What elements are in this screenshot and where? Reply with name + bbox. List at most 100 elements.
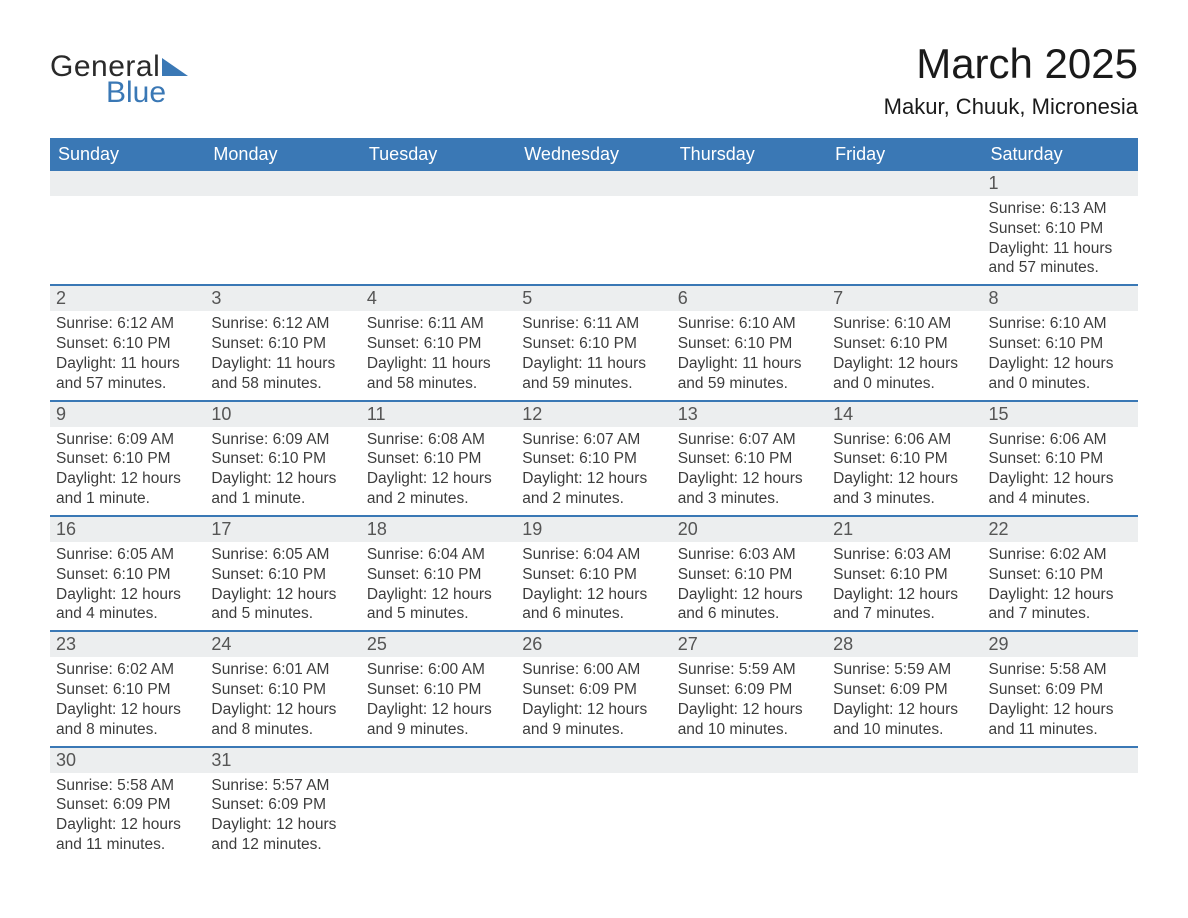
sunset-text: Sunset: 6:10 PM — [211, 449, 354, 469]
day-number: 19 — [522, 519, 542, 539]
day-number-bar: 16 — [50, 517, 205, 542]
day-number: 1 — [989, 173, 999, 193]
week-row: 1Sunrise: 6:13 AMSunset: 6:10 PMDaylight… — [50, 171, 1138, 284]
day-number-bar: 24 — [205, 632, 360, 657]
day-number-bar: 15 — [983, 402, 1138, 427]
daylight-text: Daylight: 12 hours and 10 minutes. — [833, 700, 976, 740]
daylight-text: Daylight: 12 hours and 5 minutes. — [367, 585, 510, 625]
day-body — [205, 196, 360, 205]
daylight-text: Daylight: 12 hours and 4 minutes. — [989, 469, 1132, 509]
daylight-text: Daylight: 11 hours and 59 minutes. — [522, 354, 665, 394]
brand-logo: General Blue — [50, 50, 188, 110]
daylight-text: Daylight: 12 hours and 12 minutes. — [211, 815, 354, 855]
sunrise-text: Sunrise: 6:00 AM — [522, 660, 665, 680]
day-number: 28 — [833, 634, 853, 654]
day-number — [522, 173, 527, 193]
day-body — [672, 773, 827, 782]
sunset-text: Sunset: 6:10 PM — [522, 334, 665, 354]
sunset-text: Sunset: 6:10 PM — [211, 334, 354, 354]
day-number-bar: 14 — [827, 402, 982, 427]
daylight-text: Daylight: 12 hours and 6 minutes. — [522, 585, 665, 625]
sunrise-text: Sunrise: 6:06 AM — [833, 430, 976, 450]
day-number: 29 — [989, 634, 1009, 654]
sunrise-text: Sunrise: 6:00 AM — [367, 660, 510, 680]
sunrise-text: Sunrise: 6:07 AM — [522, 430, 665, 450]
day-number: 21 — [833, 519, 853, 539]
day-cell: 17Sunrise: 6:05 AMSunset: 6:10 PMDayligh… — [205, 517, 360, 630]
day-number — [678, 173, 683, 193]
day-number: 31 — [211, 750, 231, 770]
sunset-text: Sunset: 6:09 PM — [678, 680, 821, 700]
sunrise-text: Sunrise: 5:59 AM — [678, 660, 821, 680]
sunrise-text: Sunrise: 6:01 AM — [211, 660, 354, 680]
day-number: 6 — [678, 288, 688, 308]
daylight-text: Daylight: 12 hours and 1 minute. — [56, 469, 199, 509]
day-number-bar — [205, 171, 360, 196]
day-cell: 18Sunrise: 6:04 AMSunset: 6:10 PMDayligh… — [361, 517, 516, 630]
day-of-week-header: Sunday Monday Tuesday Wednesday Thursday… — [50, 138, 1138, 171]
day-body: Sunrise: 6:00 AMSunset: 6:09 PMDaylight:… — [516, 657, 671, 745]
day-number: 27 — [678, 634, 698, 654]
dow-thursday: Thursday — [672, 138, 827, 171]
day-body: Sunrise: 6:00 AMSunset: 6:10 PMDaylight:… — [361, 657, 516, 745]
day-body: Sunrise: 6:04 AMSunset: 6:10 PMDaylight:… — [516, 542, 671, 630]
day-body: Sunrise: 6:03 AMSunset: 6:10 PMDaylight:… — [672, 542, 827, 630]
day-number: 11 — [367, 404, 386, 424]
sunset-text: Sunset: 6:10 PM — [367, 680, 510, 700]
daylight-text: Daylight: 12 hours and 2 minutes. — [522, 469, 665, 509]
day-number: 14 — [833, 404, 853, 424]
day-number: 25 — [367, 634, 387, 654]
day-cell — [361, 171, 516, 284]
dow-wednesday: Wednesday — [516, 138, 671, 171]
daylight-text: Daylight: 12 hours and 11 minutes. — [989, 700, 1132, 740]
sunrise-text: Sunrise: 6:13 AM — [989, 199, 1132, 219]
day-number — [56, 173, 61, 193]
daylight-text: Daylight: 12 hours and 5 minutes. — [211, 585, 354, 625]
calendar: Sunday Monday Tuesday Wednesday Thursday… — [50, 138, 1138, 861]
day-number: 18 — [367, 519, 387, 539]
sunset-text: Sunset: 6:10 PM — [211, 565, 354, 585]
sunrise-text: Sunrise: 5:58 AM — [989, 660, 1132, 680]
day-body — [361, 196, 516, 205]
day-cell — [516, 171, 671, 284]
day-number — [367, 750, 372, 770]
day-number: 10 — [211, 404, 231, 424]
sunrise-text: Sunrise: 6:10 AM — [989, 314, 1132, 334]
day-cell — [516, 748, 671, 861]
day-body: Sunrise: 6:02 AMSunset: 6:10 PMDaylight:… — [983, 542, 1138, 630]
daylight-text: Daylight: 12 hours and 0 minutes. — [989, 354, 1132, 394]
month-title: March 2025 — [884, 40, 1138, 88]
sunrise-text: Sunrise: 5:57 AM — [211, 776, 354, 796]
day-number-bar: 19 — [516, 517, 671, 542]
sunset-text: Sunset: 6:10 PM — [56, 680, 199, 700]
dow-sunday: Sunday — [50, 138, 205, 171]
day-number-bar: 28 — [827, 632, 982, 657]
dow-tuesday: Tuesday — [361, 138, 516, 171]
dow-monday: Monday — [205, 138, 360, 171]
day-body: Sunrise: 6:10 AMSunset: 6:10 PMDaylight:… — [672, 311, 827, 399]
daylight-text: Daylight: 12 hours and 1 minute. — [211, 469, 354, 509]
day-number-bar: 25 — [361, 632, 516, 657]
location-label: Makur, Chuuk, Micronesia — [884, 94, 1138, 120]
day-body: Sunrise: 5:57 AMSunset: 6:09 PMDaylight:… — [205, 773, 360, 861]
day-cell — [50, 171, 205, 284]
day-body — [516, 773, 671, 782]
daylight-text: Daylight: 12 hours and 6 minutes. — [678, 585, 821, 625]
daylight-text: Daylight: 12 hours and 2 minutes. — [367, 469, 510, 509]
day-cell: 15Sunrise: 6:06 AMSunset: 6:10 PMDayligh… — [983, 402, 1138, 515]
day-cell: 22Sunrise: 6:02 AMSunset: 6:10 PMDayligh… — [983, 517, 1138, 630]
day-body — [361, 773, 516, 782]
sunset-text: Sunset: 6:10 PM — [56, 565, 199, 585]
day-body: Sunrise: 6:01 AMSunset: 6:10 PMDaylight:… — [205, 657, 360, 745]
dow-saturday: Saturday — [983, 138, 1138, 171]
day-number-bar: 4 — [361, 286, 516, 311]
sunrise-text: Sunrise: 6:05 AM — [211, 545, 354, 565]
day-number-bar: 27 — [672, 632, 827, 657]
day-body: Sunrise: 6:08 AMSunset: 6:10 PMDaylight:… — [361, 427, 516, 515]
day-body: Sunrise: 6:12 AMSunset: 6:10 PMDaylight:… — [50, 311, 205, 399]
sunrise-text: Sunrise: 6:02 AM — [989, 545, 1132, 565]
day-cell: 3Sunrise: 6:12 AMSunset: 6:10 PMDaylight… — [205, 286, 360, 399]
day-number-bar: 12 — [516, 402, 671, 427]
day-number-bar — [827, 748, 982, 773]
sunrise-text: Sunrise: 6:03 AM — [678, 545, 821, 565]
